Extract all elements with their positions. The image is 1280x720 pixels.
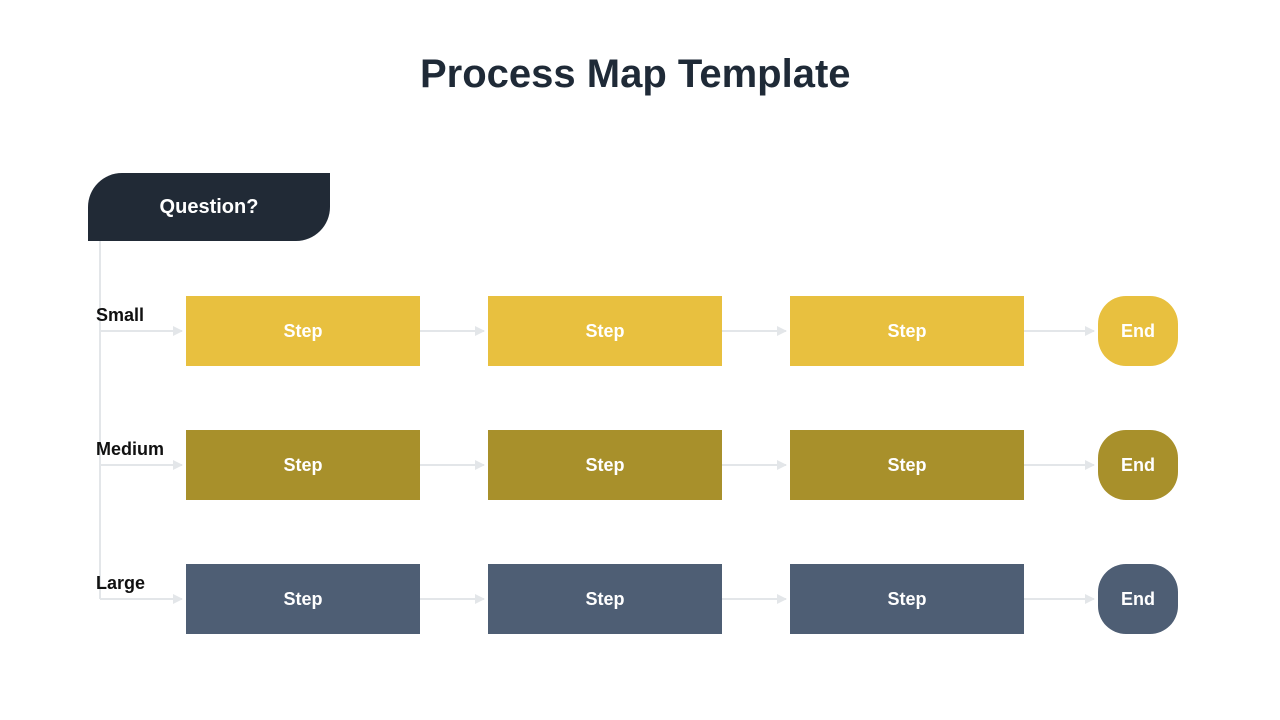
end-node: End: [1098, 564, 1178, 634]
end-node: End: [1098, 430, 1178, 500]
step-box: Step: [488, 296, 722, 366]
step-box: Step: [790, 430, 1024, 500]
step-box: Step: [186, 430, 420, 500]
step-box: Step: [186, 564, 420, 634]
row-label: Large: [96, 573, 145, 594]
step-box: Step: [790, 564, 1024, 634]
step-box: Step: [488, 430, 722, 500]
row-label: Small: [96, 305, 144, 326]
row-label: Medium: [96, 439, 164, 460]
step-box: Step: [488, 564, 722, 634]
step-box: Step: [186, 296, 420, 366]
question-node: Question?: [88, 173, 330, 241]
page-title: Process Map Template: [420, 52, 851, 97]
step-box: Step: [790, 296, 1024, 366]
end-node: End: [1098, 296, 1178, 366]
process-map: Process Map Template Question? Small Step…: [0, 0, 1280, 720]
question-label: Question?: [160, 196, 259, 219]
